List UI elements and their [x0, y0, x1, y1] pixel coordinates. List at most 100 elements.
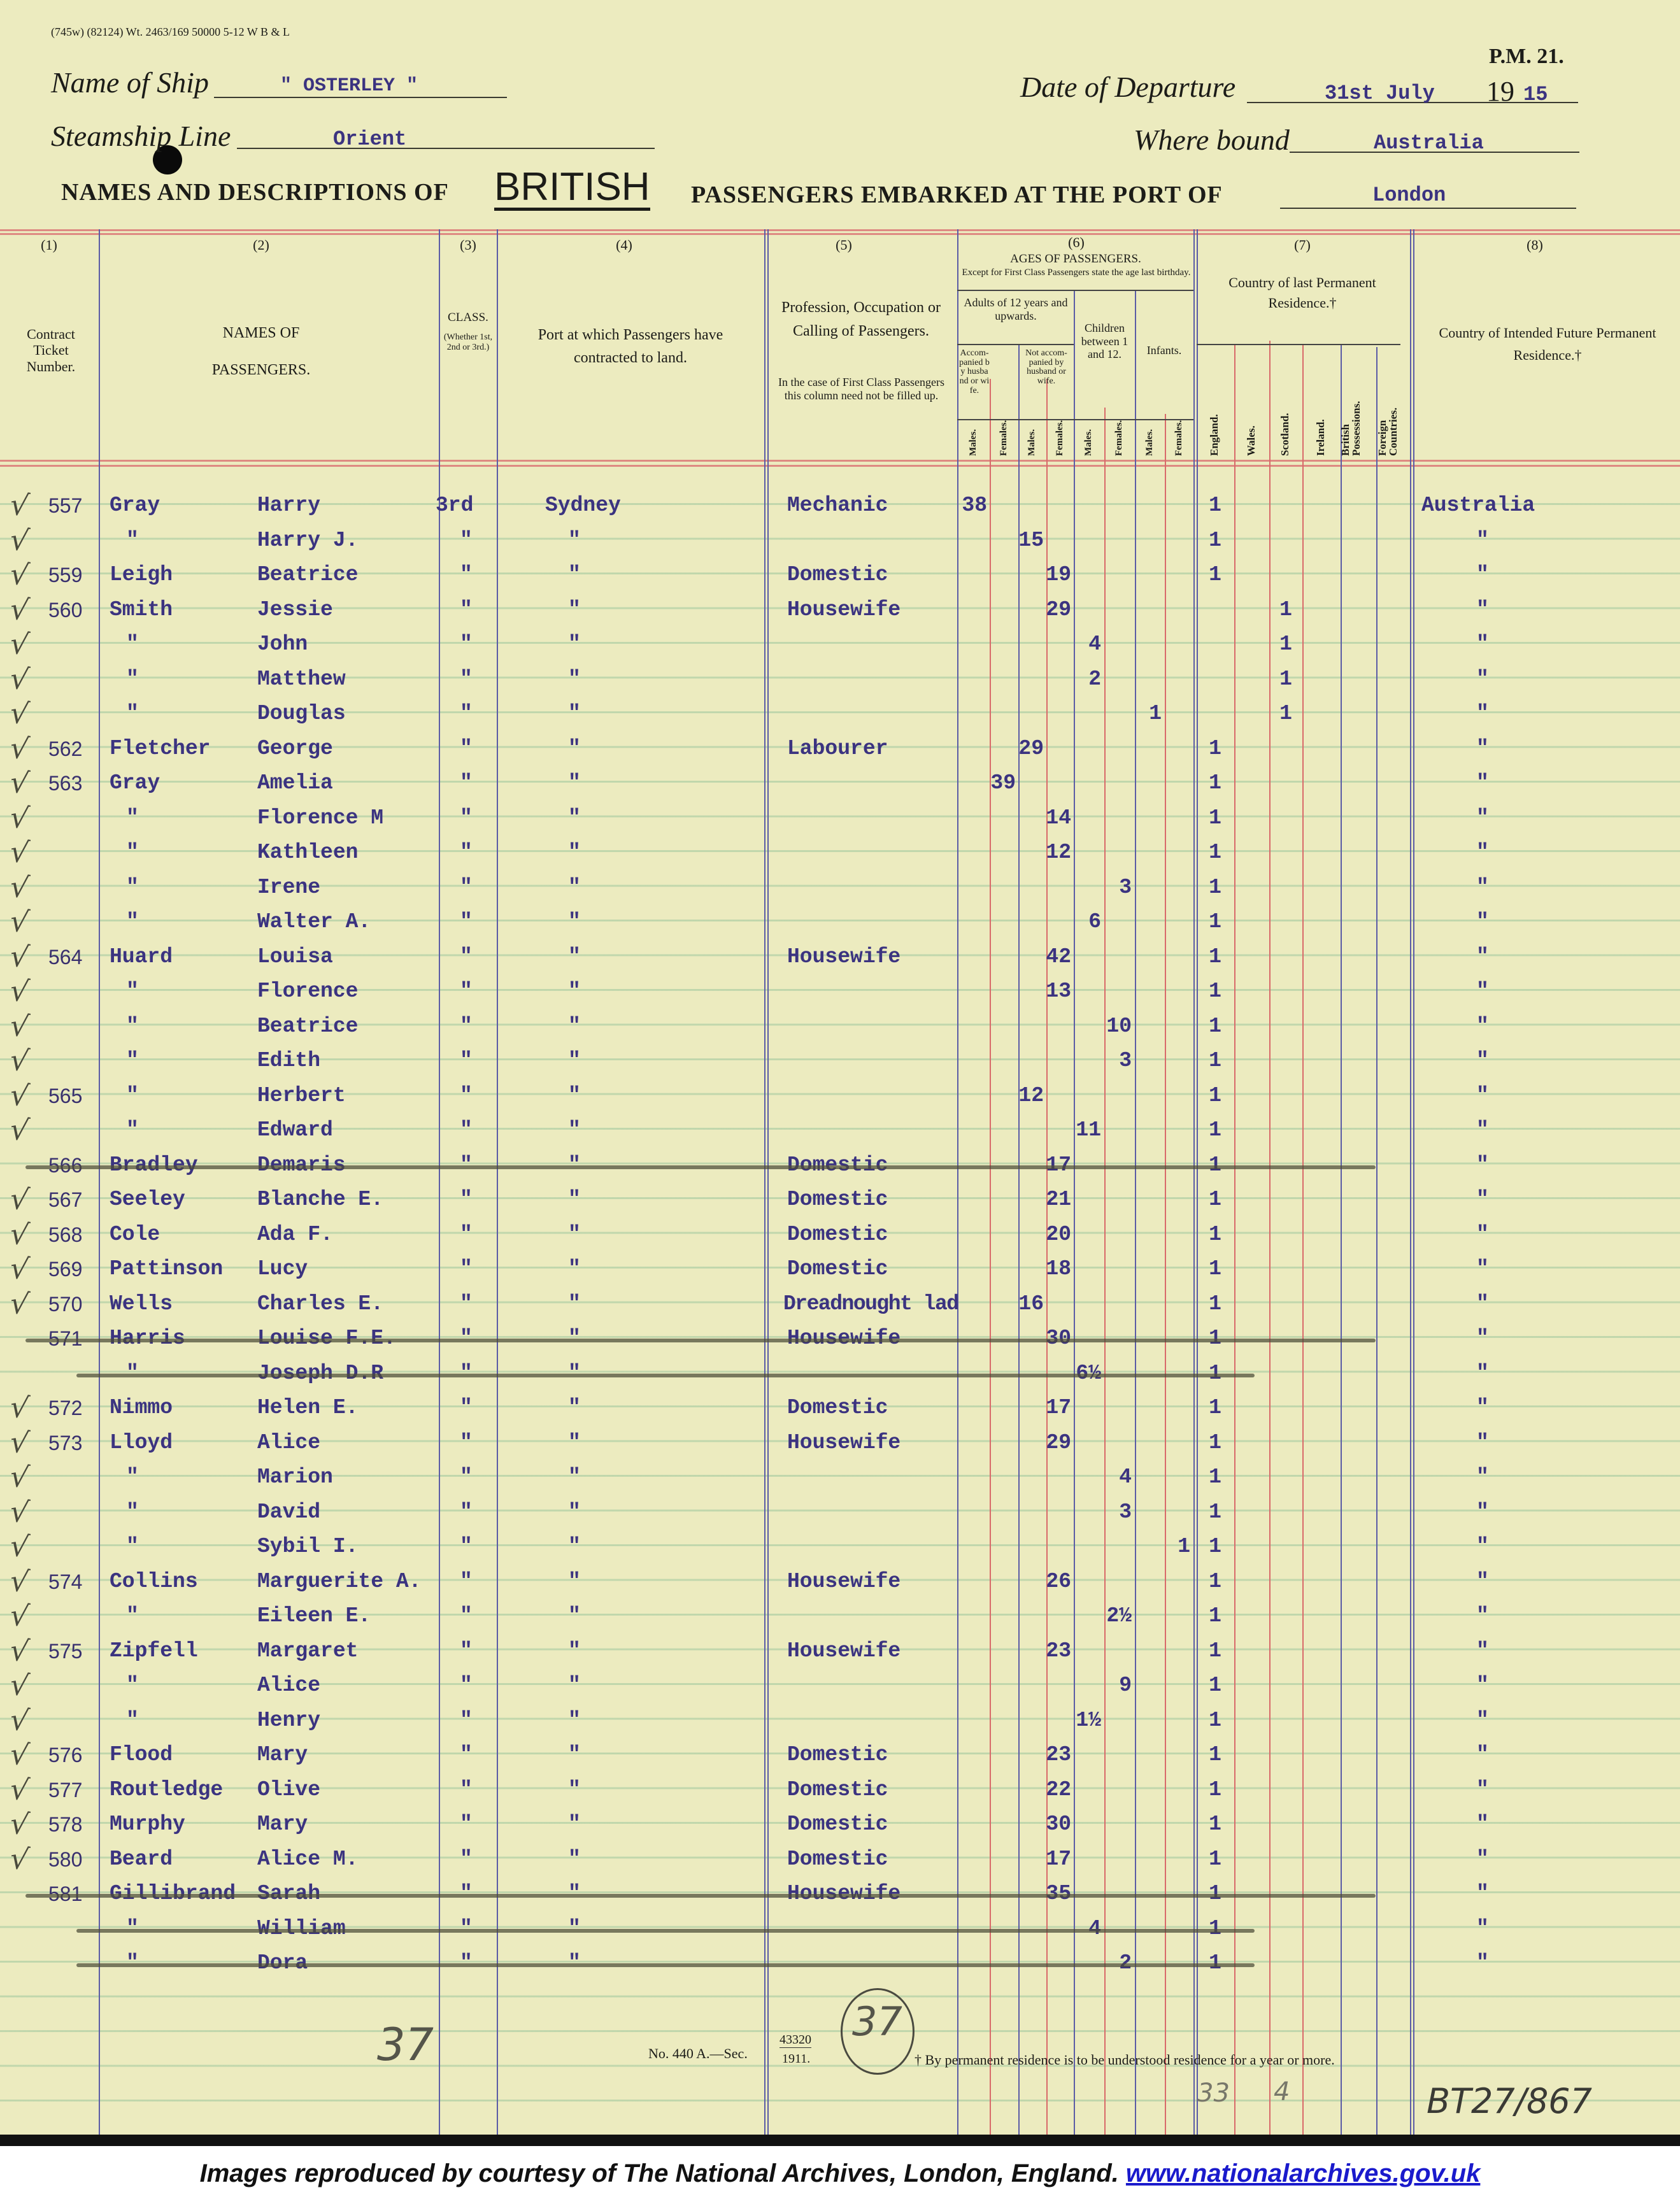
future-residence: " [1476, 1083, 1489, 1107]
age-nf: 30 [1028, 1325, 1071, 1353]
future-residence: " [1476, 1396, 1489, 1419]
residence-england: 1 [1209, 1049, 1221, 1072]
residence-england: 1 [1209, 1118, 1221, 1142]
class: " [460, 1291, 473, 1316]
port-of-landing: " [568, 771, 581, 795]
class: " [460, 597, 473, 622]
check-mark-icon: √ [8, 1181, 31, 1218]
class: " [460, 1014, 473, 1038]
class: " [460, 1118, 473, 1142]
header-residence-england: England. [1208, 414, 1220, 456]
line-label: Steamship Line [51, 120, 231, 152]
surname: " [126, 1949, 139, 1977]
surname: " [126, 806, 139, 830]
class: " [460, 632, 473, 656]
future-residence: " [1476, 597, 1489, 622]
port-of-landing: " [568, 1118, 581, 1142]
passenger-list-page: (745w) (82124) Wt. 2463/169 50000 5-12 W… [0, 0, 1680, 2138]
age-cm: 2 [1088, 667, 1101, 691]
age-nf: 22 [1046, 1777, 1071, 1802]
age-nf: 26 [1046, 1569, 1071, 1593]
class: " [460, 1674, 473, 1697]
residence-scotland: 1 [1279, 667, 1292, 691]
check-mark-icon: √ [8, 972, 31, 1009]
future-residence: " [1476, 1708, 1489, 1732]
header-residence: Country of last Permanent Residence.† [1228, 274, 1376, 311]
future-residence: " [1476, 1361, 1489, 1385]
check-mark-icon: √ [8, 1389, 31, 1426]
surname: " [126, 1535, 139, 1558]
passenger-row: √ 569 Pattinson Lucy " " Domestic 18 1 " [0, 1250, 1680, 1287]
surname: Zipfell [110, 1639, 198, 1663]
port-of-landing: " [568, 632, 581, 656]
header-class: CLASS. [448, 311, 488, 324]
surname: Murphy [110, 1812, 185, 1836]
future-residence: " [1476, 979, 1489, 1003]
surname: " [126, 875, 139, 899]
col-number-6: (6) [1068, 234, 1085, 250]
occupation: Housewife [787, 1880, 901, 1908]
check-mark-icon: √ [8, 1458, 31, 1495]
residence-england: 1 [1209, 1847, 1221, 1871]
occupation: Domestic [787, 1188, 888, 1211]
port-of-landing: " [568, 1222, 581, 1246]
class: " [460, 1639, 473, 1663]
age-nf: 35 [1028, 1880, 1071, 1908]
given-name: Florence [257, 979, 359, 1003]
future-residence: " [1476, 528, 1489, 552]
future-residence: " [1476, 1291, 1489, 1316]
age-cm: 1½ [1076, 1708, 1101, 1732]
port-of-landing: " [568, 1430, 581, 1454]
given-name: Harry J. [257, 528, 359, 552]
given-name: Sarah [257, 1880, 320, 1908]
future-residence: " [1476, 702, 1489, 725]
given-name: David [257, 1500, 321, 1524]
port-of-landing: " [568, 1396, 581, 1419]
surname: " [126, 1014, 139, 1038]
surname: " [126, 1049, 139, 1072]
occupation: Housewife [787, 1569, 901, 1593]
archives-link[interactable]: www.nationalarchives.gov.uk [1125, 2159, 1481, 2187]
check-mark-icon: √ [8, 1111, 31, 1148]
check-mark-icon: √ [8, 937, 31, 975]
surname: Leigh [110, 563, 173, 587]
age-cm: 4 [1088, 632, 1101, 656]
given-name: Blanche E. [257, 1188, 384, 1211]
residence-england: 1 [1209, 1569, 1221, 1593]
ticket-number: 562 [48, 737, 83, 760]
passenger-row: 571HarrisLouise F.E.""Housewife301" [0, 1325, 1680, 1353]
passenger-row: √ 567 Seeley Blanche E. " " Domestic 21 1 " [0, 1181, 1680, 1218]
form-reference-year: 1911. [782, 2052, 811, 2066]
occupation: Domestic [787, 1257, 888, 1281]
surname: " [126, 1500, 139, 1524]
header-names-a: NAMES OF [222, 325, 300, 341]
age-nf: 29 [1046, 597, 1071, 622]
check-mark-icon: √ [8, 1284, 31, 1322]
port-of-landing: " [568, 1777, 581, 1802]
header-profession-note: In the case of First Class Passengers th… [778, 376, 944, 402]
given-name: Sybil I. [257, 1535, 359, 1558]
given-name: Herbert [257, 1083, 346, 1107]
age-nm: 12 [1018, 1083, 1044, 1107]
surname: Seeley [110, 1188, 185, 1211]
col-number-8: (8) [1527, 237, 1543, 253]
occupation: Housewife [787, 1325, 901, 1353]
ticket-number: 577 [48, 1778, 83, 1802]
check-mark-icon: √ [8, 660, 31, 697]
port-of-landing: " [568, 667, 581, 691]
age-cm: 6 [1088, 910, 1101, 934]
ticket-number: 569 [48, 1258, 83, 1281]
class: " [460, 702, 473, 725]
ticket-number: 572 [48, 1397, 83, 1419]
occupation: Housewife [787, 1639, 901, 1663]
future-residence: " [1476, 1535, 1489, 1558]
check-mark-icon: √ [8, 556, 31, 593]
future-residence: " [1476, 1847, 1489, 1871]
port-of-landing: " [568, 806, 581, 830]
header-ticket-number: Contract Ticket Number. [26, 326, 76, 374]
age-nf: 17 [1046, 1847, 1071, 1871]
passenger-row: √ 573 Lloyd Alice " " Housewife 29 1 " [0, 1424, 1680, 1461]
given-name: Demaris [257, 1151, 346, 1179]
surname: " [126, 1708, 139, 1732]
check-mark-icon: √ [8, 487, 31, 523]
